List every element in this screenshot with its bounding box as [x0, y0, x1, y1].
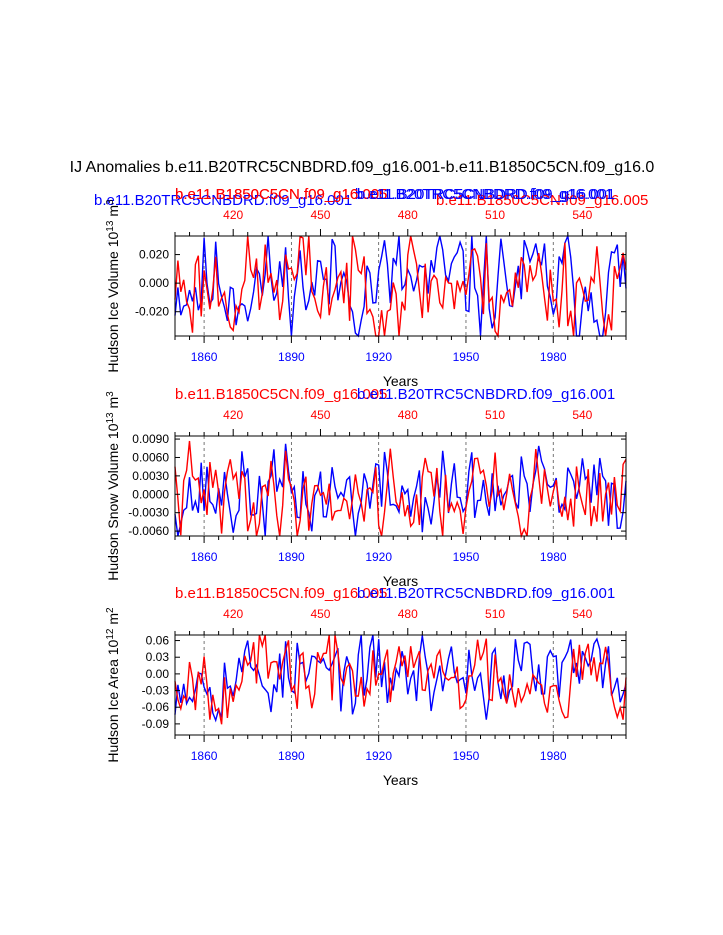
chart-hudson-ice-volume: b.e11.B1850C5CN.f09_g16.005b.e11.B20TRC5…	[105, 186, 627, 389]
top-x-tick-label: 450	[310, 408, 330, 422]
legend-line1-blue: b.e11.B20TRC5CNBDRD.f09_g16.001	[94, 192, 352, 209]
plot-frame	[174, 435, 627, 537]
x-axis-label: Years	[383, 573, 418, 589]
x-tick-label: 1860	[191, 749, 218, 763]
figure-title: IJ Anomalies b.e11.B20TRC5CNBDRD.f09_g16…	[70, 159, 655, 176]
x-tick-label: 1920	[365, 350, 392, 364]
top-x-tick-label: 540	[572, 607, 592, 621]
panel-top-label-red: b.e11.B1850C5CN.f09_g16.005	[175, 186, 387, 203]
panel-top-label-blue: b.e11.B20TRC5CNBDRD.f09_g16.001	[357, 585, 615, 602]
y-tick-label: 0.0090	[132, 432, 169, 446]
y-tick-label: -0.06	[142, 700, 170, 714]
x-tick-label: 1980	[540, 550, 567, 564]
panel-top-label-red: b.e11.B1850C5CN.f09_g16.005	[175, 585, 387, 602]
panel-top-label-red: b.e11.B1850C5CN.f09_g16.005	[175, 386, 387, 403]
top-x-tick-label: 540	[572, 408, 592, 422]
series-line-red	[174, 634, 627, 725]
x-axis-label: Years	[383, 772, 418, 788]
top-x-tick-label: 450	[310, 208, 330, 222]
legend-line1-red: b.e11.B1850C5CN.f09_g16.005	[175, 186, 387, 203]
y-axis-label: Hudson Ice Area 1012 m2	[105, 607, 122, 763]
y-tick-label: 0.0060	[132, 450, 169, 464]
top-x-tick-label: 480	[398, 208, 418, 222]
series-line-red	[174, 235, 627, 339]
top-x-tick-label: 510	[485, 208, 505, 222]
top-x-tick-label: 510	[485, 607, 505, 621]
x-tick-label: 1980	[540, 350, 567, 364]
top-x-tick-label: 420	[223, 607, 243, 621]
plot-frame	[174, 634, 627, 736]
top-x-tick-label: 420	[223, 208, 243, 222]
x-tick-label: 1950	[453, 749, 480, 763]
legend-line2-red: b.e11.B1850C5CN.f09_g16.005	[436, 192, 648, 209]
plot-frame	[174, 235, 627, 337]
y-axis-label: Hudson Snow Volume 1013 m3	[105, 391, 122, 581]
y-tick-label: -0.0060	[128, 524, 169, 538]
y-tick-label: 0.03	[146, 650, 170, 664]
y-tick-label: 0.0030	[132, 469, 169, 483]
y-tick-label: 0.06	[146, 634, 170, 648]
y-tick-label: -0.020	[135, 305, 169, 319]
legend-line1-blue-b: b.e11.B20TRC5CNBDRD.f09_g16.001	[355, 186, 613, 203]
top-x-tick-label: 480	[398, 607, 418, 621]
series-line-blue	[174, 233, 627, 338]
y-tick-label: -0.03	[142, 684, 170, 698]
top-x-tick-label: 510	[485, 408, 505, 422]
chart-panels: b.e11.B1850C5CN.f09_g16.005b.e11.B20TRC5…	[105, 186, 627, 788]
chart-hudson-snow-volume: b.e11.B1850C5CN.f09_g16.005b.e11.B20TRC5…	[105, 386, 627, 589]
x-tick-label: 1890	[278, 550, 305, 564]
y-tick-label: -0.0030	[128, 506, 169, 520]
y-tick-label: 0.0000	[132, 487, 169, 501]
top-x-tick-label: 420	[223, 408, 243, 422]
x-axis-label: Years	[383, 373, 418, 389]
panel-top-label-blue: b.e11.B20TRC5CNBDRD.f09_g16.001	[357, 186, 615, 203]
x-tick-label: 1920	[365, 550, 392, 564]
series-line-red	[174, 440, 627, 539]
x-tick-label: 1890	[278, 350, 305, 364]
chart-hudson-ice-area: b.e11.B1850C5CN.f09_g16.005b.e11.B20TRC5…	[105, 585, 627, 788]
y-axis-label: Hudson Ice Volume 1013 m3	[105, 199, 122, 373]
y-tick-label: 0.00	[146, 667, 170, 681]
y-tick-label: 0.000	[139, 276, 169, 290]
y-tick-label: 0.020	[139, 248, 169, 262]
top-x-tick-label: 480	[398, 408, 418, 422]
series-line-blue	[174, 443, 627, 537]
y-tick-label: -0.09	[142, 717, 170, 731]
x-tick-label: 1920	[365, 749, 392, 763]
x-tick-label: 1950	[453, 550, 480, 564]
x-tick-label: 1860	[191, 550, 218, 564]
panel-top-label-blue: b.e11.B20TRC5CNBDRD.f09_g16.001	[357, 386, 615, 403]
top-x-tick-label: 540	[572, 208, 592, 222]
x-tick-label: 1860	[191, 350, 218, 364]
x-tick-label: 1890	[278, 749, 305, 763]
x-tick-label: 1980	[540, 749, 567, 763]
top-x-tick-label: 450	[310, 607, 330, 621]
x-tick-label: 1950	[453, 350, 480, 364]
